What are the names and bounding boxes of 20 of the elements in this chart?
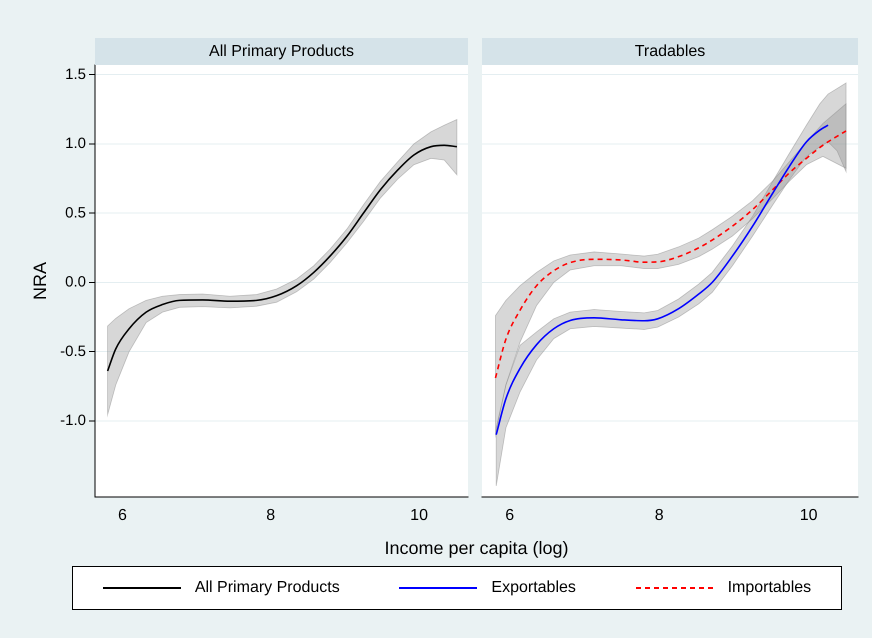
- x-tick-label: 8: [654, 507, 664, 524]
- y-tick-label: 0.5: [65, 204, 86, 222]
- x-tick-label: 6: [505, 507, 514, 524]
- y-tick-label: -1.0: [60, 412, 86, 429]
- legend-label: Importables: [728, 579, 812, 597]
- y-tick-label: -0.5: [60, 342, 86, 360]
- line-series: [106, 144, 458, 372]
- y-axis-title: NRA: [30, 262, 50, 300]
- chart-title: All Primary Products: [95, 38, 468, 65]
- x-tick-label: 10: [800, 507, 818, 524]
- y-tick-label: 0.0: [65, 274, 86, 291]
- x-axis-title: Income per capita (log): [383, 538, 570, 559]
- legend-label: All Primary Products: [194, 579, 340, 597]
- chart-title: Tradables: [482, 38, 858, 65]
- y-tick-label: 1.0: [65, 135, 86, 152]
- x-tick-label: 8: [266, 507, 276, 524]
- legend-label: Exportables: [491, 579, 576, 597]
- x-tick-label: 10: [410, 507, 428, 524]
- x-tick-label: 6: [118, 507, 127, 524]
- y-tick-label: 1.5: [65, 66, 86, 83]
